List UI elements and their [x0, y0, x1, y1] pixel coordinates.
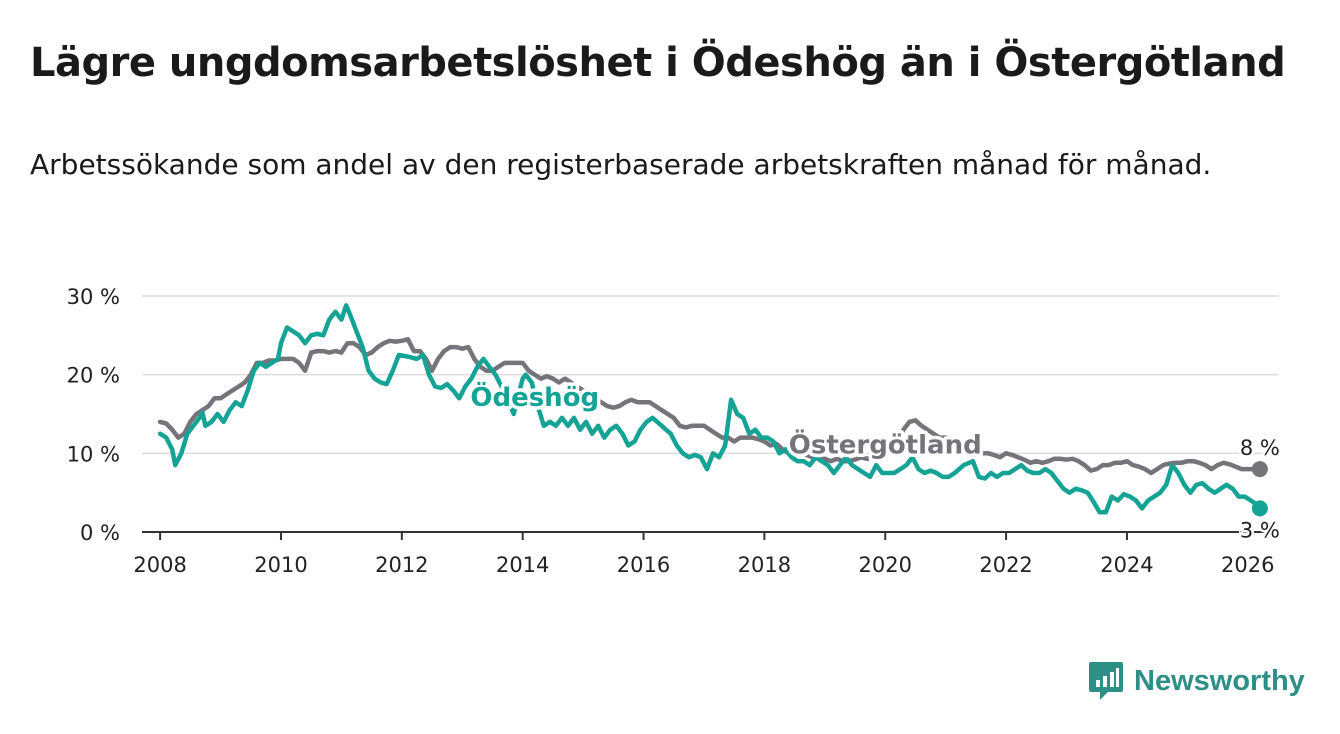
end-point-marker — [1251, 461, 1268, 478]
chart-subtitle: Arbetssökande som andel av den registerb… — [30, 148, 1212, 181]
brand-name: Newsworthy — [1134, 664, 1305, 697]
series-line-ostergotland — [157, 337, 1263, 476]
y-tick-label: 10 % — [67, 442, 120, 466]
y-axis-ticks: 0 % 10 % 20 % 30 % — [67, 285, 120, 545]
y-tick-label: 30 % — [67, 285, 120, 309]
x-axis-ticks: 2008 2010 2012 2014 2016 2018 2020 2022 2024 2026 — [133, 532, 1275, 577]
x-tick-label: 2020 — [859, 553, 912, 577]
x-tick-label: 2026 — [1221, 553, 1274, 577]
x-tick-label: 2010 — [254, 553, 307, 577]
bar-chart-icon — [1089, 662, 1123, 700]
chart-title: Lägre ungdomsarbetslöshet i Ödeshög än i… — [30, 40, 1286, 86]
x-tick-label: 2012 — [375, 553, 428, 577]
x-tick-label: 2014 — [496, 553, 549, 577]
end-value-label: 8 % — [1240, 436, 1280, 460]
newsworthy-logo: Newsworthy — [1088, 660, 1305, 702]
series-label-odeshog: Ödeshög — [470, 380, 599, 413]
y-tick-label: 20 % — [67, 364, 120, 388]
x-tick-label: 2016 — [617, 553, 670, 577]
series-line-odeshog — [157, 303, 1263, 515]
series-labels: 3 % 8 % Ödeshög Östergötland — [467, 377, 1283, 545]
x-tick-label: 2018 — [738, 553, 791, 577]
end-value-label: 3 % — [1240, 518, 1280, 542]
gridlines — [142, 295, 1278, 533]
x-tick-label: 2008 — [133, 553, 186, 577]
end-point-marker — [1251, 500, 1268, 517]
series-lines — [157, 303, 1263, 515]
x-tick-label: 2022 — [979, 553, 1032, 577]
y-tick-label: 0 % — [80, 521, 120, 545]
x-tick-label: 2024 — [1100, 553, 1153, 577]
series-label-ostergotland: Östergötland — [789, 427, 982, 460]
